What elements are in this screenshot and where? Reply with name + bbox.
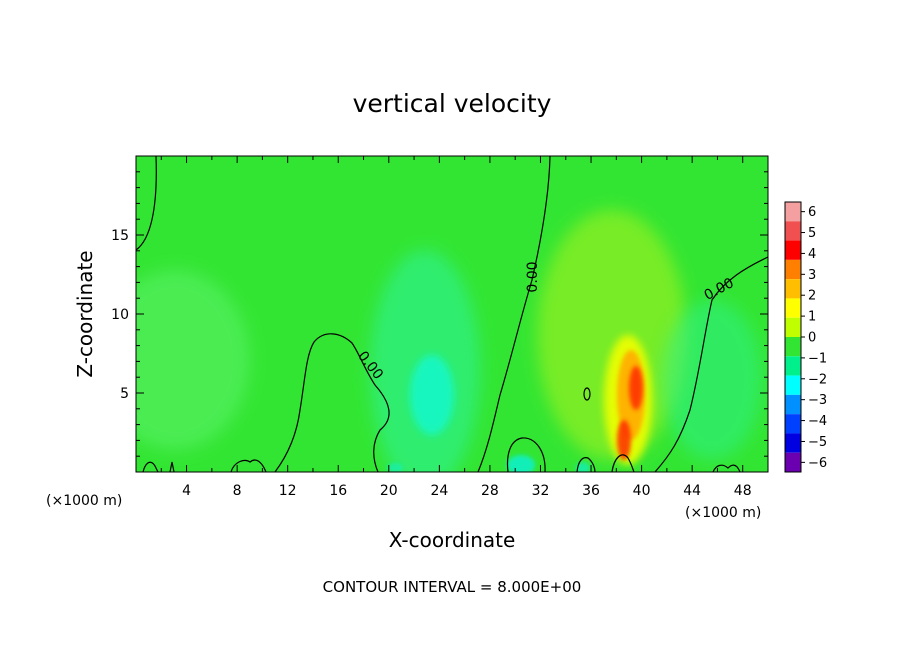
x-tick-label: 24 [430, 483, 448, 499]
updraft-red-lower [617, 420, 631, 460]
colorbar-swatch [785, 356, 801, 376]
y-tick-label: 15 [111, 228, 129, 244]
colorbar-swatch [785, 375, 801, 395]
zero-contour-line [274, 333, 390, 472]
x-axis-title: X-coordinate [389, 528, 516, 552]
x-tick-label: 16 [329, 483, 347, 499]
x-tick-label: 32 [532, 483, 550, 499]
chart-title: vertical velocity [353, 89, 552, 118]
x-tick-label: 44 [683, 483, 701, 499]
colorbar-label: 5 [808, 226, 816, 241]
colorbar-label: −6 [808, 456, 827, 471]
zero-contours [136, 156, 768, 472]
colorbar-label: −1 [808, 351, 827, 366]
y-tick-label: 10 [111, 307, 129, 323]
colorbar-swatch [785, 317, 801, 337]
x-tick-label: 4 [182, 483, 191, 499]
colorbar-swatch [785, 433, 801, 453]
zero-contour-line [506, 437, 546, 472]
updraft-red-upper [629, 366, 643, 410]
x-unit-label-left: (×1000 m) [46, 493, 122, 509]
contour-interval-note: CONTOUR INTERVAL = 8.000E+00 [323, 578, 582, 596]
surface-downdraft [507, 455, 535, 472]
zero-contour-line [712, 464, 741, 472]
x-tick-label: 36 [582, 483, 600, 499]
colorbar-swatch [785, 298, 801, 318]
colorbar-label: 2 [808, 289, 816, 304]
colorbar-label: −5 [808, 435, 827, 450]
zero-contour-line [230, 459, 267, 472]
zero-contour-line [136, 156, 157, 251]
zero-contour-line [583, 387, 591, 401]
colorbar: 6 5 4 3 2 1 0 −1 −2 −3 −4 −5 −6 [784, 201, 827, 473]
colorbar-label: 3 [808, 268, 816, 283]
colorbar-swatch [785, 240, 801, 260]
colorbar-label: −3 [808, 393, 827, 408]
colorbar-swatch [785, 452, 801, 472]
colorbar-label: −2 [808, 372, 827, 387]
x-tick-label: 20 [380, 483, 398, 499]
contour-label: 0.00 [525, 261, 541, 292]
weak-downdraft-left [136, 270, 250, 450]
colorbar-swatch [785, 221, 801, 241]
colorbar-label: 1 [808, 310, 816, 325]
zero-contour-line [576, 457, 596, 472]
colorbar-label: 0 [808, 331, 816, 346]
surface-downdraft-small [387, 463, 403, 472]
field-shading [136, 210, 762, 472]
downdraft-core [410, 355, 454, 435]
y-axis-ticks: 5 10 15 [111, 171, 768, 457]
x-tick-label: 28 [481, 483, 499, 499]
colorbar-swatch [785, 259, 801, 280]
zero-contour-line [654, 256, 768, 472]
zero-contour-line [477, 156, 551, 472]
x-axis-ticks: 4 8 12 16 20 24 28 32 36 40 44 48 [160, 156, 752, 499]
x-tick-label: 12 [279, 483, 297, 499]
surface-downdraft-small [576, 462, 590, 472]
colorbar-label: 4 [808, 247, 816, 262]
colorbar-swatch [785, 337, 801, 357]
x-tick-label: 40 [633, 483, 651, 499]
weak-downdraft-right [662, 300, 762, 460]
x-tick-label: 48 [734, 483, 752, 499]
zero-contour-line [142, 461, 159, 472]
colorbar-swatch [785, 279, 801, 299]
x-unit-label-right: (×1000 m) [685, 505, 761, 521]
y-axis-title: Z-coordinate [73, 250, 97, 377]
colorbar-swatch [785, 414, 801, 434]
colorbar-swatch [785, 394, 801, 415]
colorbar-label: 6 [808, 205, 816, 220]
zero-contour-line [611, 454, 635, 472]
colorbar-label: −4 [808, 414, 827, 429]
colorbar-swatch [785, 202, 801, 222]
zero-contour-line [169, 461, 175, 472]
x-tick-label: 8 [233, 483, 242, 499]
y-tick-label: 5 [120, 386, 129, 402]
